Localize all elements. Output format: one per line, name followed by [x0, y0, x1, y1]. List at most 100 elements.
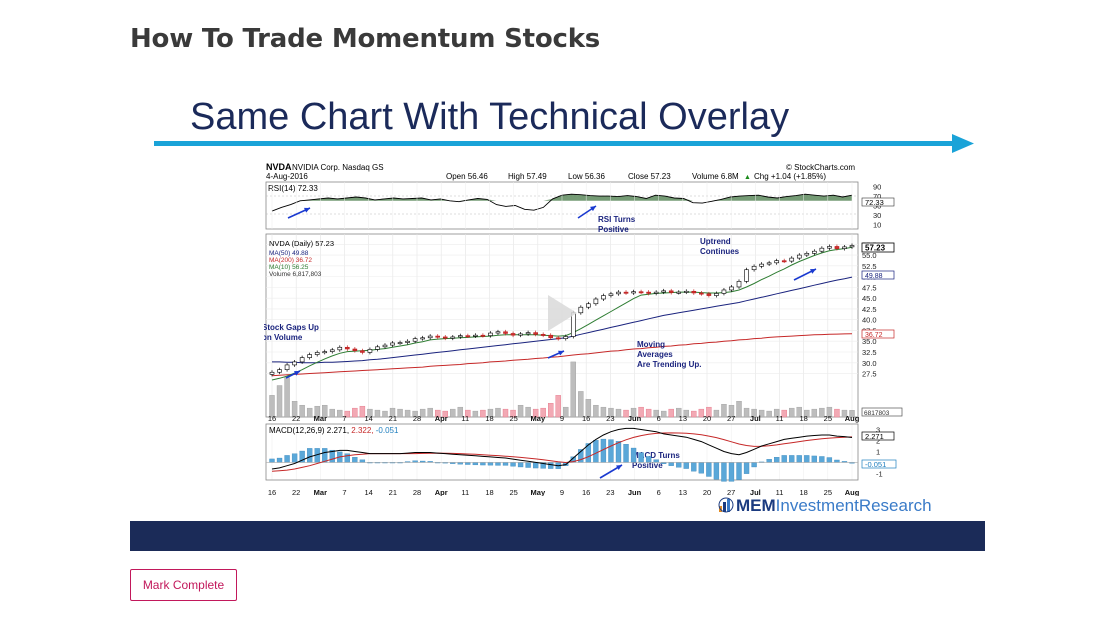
candle — [540, 334, 546, 336]
annotation-gap: Stock Gaps Up on Volume — [264, 323, 319, 342]
x-axis-label: 7 — [342, 414, 346, 423]
volume-bar — [630, 407, 637, 418]
volume-bar — [389, 407, 396, 418]
volume-bar — [585, 399, 592, 418]
macd-histogram-bar — [593, 440, 599, 463]
price-scale-label: 42.5 — [862, 305, 877, 314]
volume-bar — [691, 410, 697, 418]
macd-histogram-bar — [796, 455, 802, 463]
candle — [329, 349, 335, 352]
x-axis-label: 6 — [657, 488, 661, 496]
candle — [495, 331, 501, 334]
macd-histogram-bar — [480, 462, 486, 466]
macd-histogram-bar — [276, 457, 283, 463]
volume-bar — [450, 408, 456, 418]
quote-open: Open 56.46 — [446, 172, 488, 181]
candle — [842, 246, 847, 249]
candle — [849, 245, 855, 248]
candle — [292, 361, 297, 366]
lesson-slide: Same Chart With Technical Overlay NVDA N… — [130, 82, 985, 551]
volume-bar — [419, 408, 426, 418]
macd-histogram-bar — [781, 455, 787, 463]
candle — [706, 293, 712, 296]
x-axis-label: Apr — [435, 488, 448, 496]
x-axis-label: Jul — [750, 414, 761, 423]
volume-bar — [299, 404, 305, 418]
macd-histogram-bar — [826, 457, 833, 463]
x-axis-label: 25 — [509, 414, 517, 423]
rsi-scale-label: 90 — [873, 183, 881, 192]
volume-tag: 6817803 — [864, 410, 890, 417]
mark-complete-button[interactable]: Mark Complete — [130, 569, 237, 601]
annotation-rsi: RSI Turns Positive — [598, 215, 636, 234]
candle — [661, 290, 666, 293]
volume-bar — [374, 409, 381, 418]
candle — [699, 292, 704, 295]
macd-line — [271, 427, 853, 470]
x-axis-label: 18 — [485, 414, 493, 423]
x-axis-label: 20 — [703, 414, 711, 423]
macd-histogram-bar — [623, 444, 629, 463]
macd-histogram-bar — [608, 439, 614, 463]
candle — [781, 260, 787, 263]
candle — [345, 346, 350, 350]
price-scale-label: 30.0 — [862, 359, 877, 368]
x-axis-label: 20 — [703, 488, 711, 496]
quote-close: Close 57.23 — [628, 172, 671, 181]
volume-bar — [306, 407, 313, 418]
macd-histogram-bar — [774, 457, 780, 463]
candle — [653, 291, 659, 294]
x-axis-label: 18 — [799, 488, 807, 496]
x-axis-label: 16 — [582, 488, 590, 496]
candle — [465, 335, 471, 338]
ma10-legend: MA(10) 56.25 — [269, 264, 309, 271]
macd-histogram-bar — [751, 462, 757, 468]
candle — [555, 337, 561, 340]
brand-logo: MEMInvestmentResearch — [718, 496, 932, 516]
volume-bar — [743, 407, 750, 418]
volume-bar — [322, 404, 328, 418]
lesson-title: How To Trade Momentum Stocks — [130, 24, 601, 54]
mem-logo-icon — [718, 497, 734, 513]
volume-bar — [276, 385, 283, 418]
candle — [473, 334, 478, 337]
candle — [525, 332, 531, 335]
candle — [683, 290, 689, 293]
candle — [729, 286, 734, 291]
x-axis-label: 9 — [560, 414, 564, 423]
volume-bar — [781, 409, 787, 418]
quote-high: High 57.49 — [508, 172, 547, 181]
candle — [834, 246, 840, 249]
candle — [586, 303, 591, 308]
candle — [352, 348, 358, 352]
candle — [533, 332, 538, 335]
candle — [608, 293, 614, 296]
candle — [796, 254, 802, 259]
rsi-arrow-icon-head — [304, 207, 310, 213]
volume-bar — [736, 401, 742, 418]
x-axis-label: 16 — [582, 414, 590, 423]
ma50-line — [272, 276, 853, 364]
volume-bar — [683, 409, 689, 418]
candle — [397, 342, 403, 345]
volume-bar — [766, 410, 772, 418]
ma50-legend: MA(50) 49.88 — [269, 250, 309, 257]
macd-histogram-bar — [495, 462, 501, 466]
candle — [299, 357, 305, 363]
x-axis-label: 28 — [413, 488, 421, 496]
volume-bar — [796, 406, 802, 418]
slide-arrow-icon — [154, 134, 974, 153]
candle — [766, 262, 772, 265]
volume-bar — [284, 377, 290, 418]
ma50-tag: 49.88 — [865, 273, 883, 280]
macd-histogram-bar — [615, 441, 622, 463]
rsi-scale-label: 10 — [873, 220, 881, 229]
volume-bar — [397, 408, 403, 418]
x-axis-label: 18 — [485, 488, 493, 496]
volume-bar — [811, 408, 818, 418]
candle — [427, 335, 433, 339]
play-icon[interactable] — [545, 293, 579, 333]
macd-histogram-bar — [728, 462, 735, 482]
macd-scale-label: 3 — [876, 425, 880, 434]
volume-bar — [359, 405, 366, 418]
